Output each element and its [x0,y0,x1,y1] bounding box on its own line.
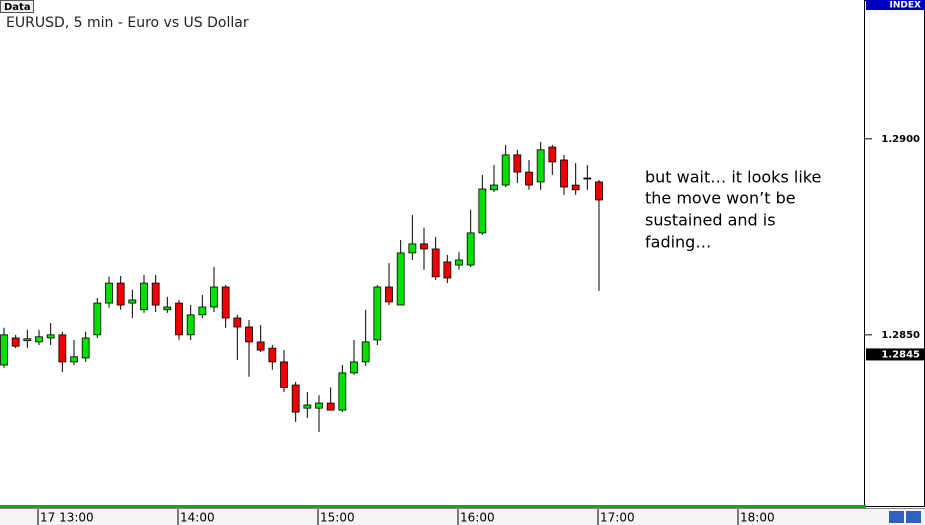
candle-body [23,338,32,342]
candle-body [408,243,417,254]
x-tick-label: 15:00 [320,511,355,525]
candle-body [560,159,568,188]
candle-body [256,341,265,351]
candle-body [466,232,475,266]
candle-body [525,171,533,186]
annotation-line: fading… [645,233,711,252]
candle-body [151,282,160,306]
data-badge: Data [4,2,31,13]
candle-body [396,252,405,306]
candle-body [245,326,253,343]
x-tick-label: 18:00 [740,511,775,525]
candle-body [221,286,230,319]
data-badge-box [0,0,34,13]
x-tick-label: 14:00 [180,511,215,525]
candle-body [338,372,347,411]
x-tick-label: 17 13:00 [40,511,94,525]
candle-body [140,282,148,311]
candle-body [536,149,545,183]
chart-title: EURUSD, 5 min - Euro vs US Dollar [6,15,249,31]
candle-body [35,336,43,343]
y-tick-label: 1.2850 [881,330,920,341]
candle-body [233,317,242,328]
annotation: but wait… it looks like the move won’t b… [645,168,821,252]
annotation-line: but wait… it looks like [645,168,821,187]
candle-body [0,334,8,366]
candle-body [198,306,207,316]
candle-body [490,184,498,191]
candle-body [431,248,440,278]
annotation-line: sustained and is [645,211,776,230]
candle-body [105,282,113,304]
candle-body [548,146,557,163]
candle-body [11,337,20,347]
candle-body [595,181,603,201]
time-axis-panel [0,508,925,525]
candle-body [303,404,312,409]
candle-body [501,154,510,186]
candle-body [116,282,125,306]
candle-body [385,286,393,303]
candle-body [186,314,195,336]
axis-title-box [866,0,925,10]
candle-body [128,299,137,304]
candle-body [373,286,382,341]
candle-body [513,154,522,173]
candle-body [443,261,452,279]
candle-body [210,286,218,308]
candle-body [163,306,172,311]
candle-body [583,177,592,180]
baseline [0,505,866,508]
candle-body [175,302,183,336]
candle-body [93,302,102,336]
nav-button[interactable] [889,511,904,523]
candle-body [350,361,358,374]
y-tick-label: 1.2900 [881,134,920,145]
candle-body [315,402,323,409]
candle-body [70,356,78,363]
nav-button[interactable] [906,511,921,523]
price-axis-panel [864,0,925,507]
candle-body [571,184,580,191]
candle-body [58,334,67,363]
candle-body [326,402,335,411]
candle-body [81,337,90,359]
candle-body [46,334,55,339]
candle-body [455,259,463,266]
candle-body [478,188,487,234]
last-price-label: 1.2845 [881,349,920,360]
x-tick-label: 17:00 [600,511,635,525]
x-tick-label: 16:00 [460,511,495,525]
candle-body [280,361,288,388]
candle-body [361,341,370,363]
candle-body [420,243,428,250]
annotation-line: the move won’t be [645,189,796,208]
candle-body [268,347,277,363]
axis-title: INDEX [890,1,921,11]
last-price-box [866,348,925,361]
candle-body [291,384,300,413]
